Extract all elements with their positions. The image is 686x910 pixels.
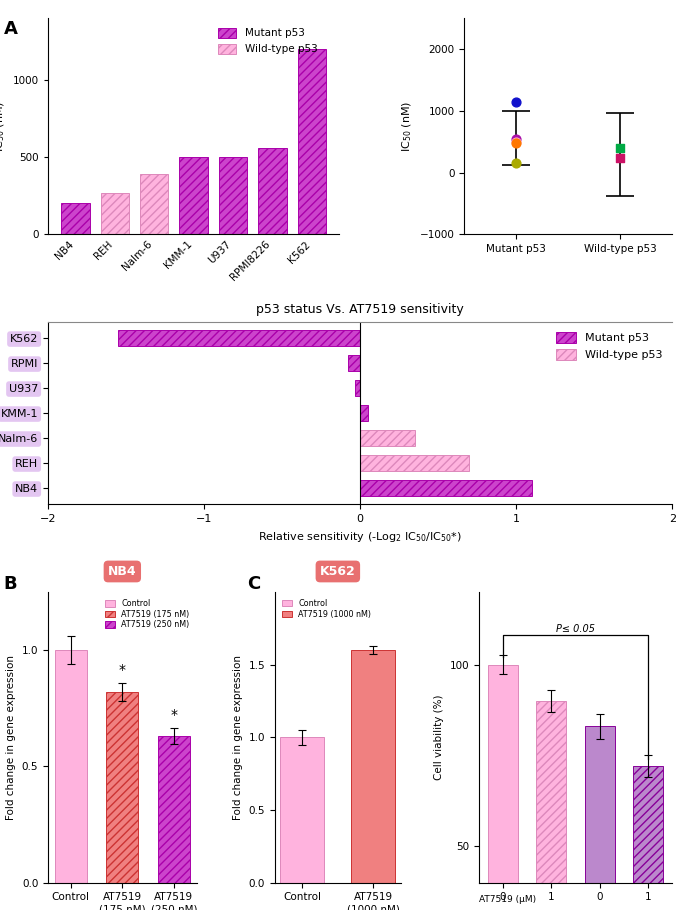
Bar	[355, 380, 360, 396]
Bar	[348, 355, 360, 371]
Text: P≤ 0.05: P≤ 0.05	[556, 623, 595, 633]
Point	[615, 141, 626, 156]
Point	[510, 136, 522, 150]
Bar	[55, 650, 86, 883]
Text: B: B	[3, 575, 17, 593]
Text: *: *	[170, 708, 178, 723]
Text: C: C	[247, 575, 260, 593]
X-axis label: Relative sensitivity (-Log$_2$ IC$_{50}$/IC$_{50}$*): Relative sensitivity (-Log$_2$ IC$_{50}$…	[258, 530, 462, 544]
Text: K562: K562	[320, 565, 356, 578]
Text: AT7519 (μM): AT7519 (μM)	[479, 895, 536, 905]
Bar	[118, 330, 360, 346]
Bar	[281, 737, 324, 883]
Y-axis label: Fold change in gene expression: Fold change in gene expression	[6, 655, 16, 820]
Y-axis label: IC$_{50}$ (nM): IC$_{50}$ (nM)	[401, 101, 414, 152]
Point	[510, 156, 522, 170]
Text: *: *	[119, 662, 126, 677]
Title: p53 status Vs. AT7519 sensitivity: p53 status Vs. AT7519 sensitivity	[257, 303, 464, 317]
Bar	[536, 701, 567, 910]
Bar	[180, 157, 208, 234]
Bar	[360, 480, 532, 496]
Bar	[140, 174, 169, 234]
Y-axis label: Cell viability (%): Cell viability (%)	[434, 694, 444, 780]
Bar	[106, 692, 139, 883]
Y-axis label: Fold change in gene expression: Fold change in gene expression	[233, 655, 243, 820]
Text: A: A	[3, 20, 17, 38]
Point	[510, 135, 522, 149]
Bar	[360, 405, 368, 421]
Point	[615, 151, 626, 166]
Bar	[360, 430, 415, 446]
Bar	[360, 455, 469, 471]
Text: NB4: NB4	[108, 565, 137, 578]
Legend: Control, AT7519 (175 nM), AT7519 (250 nM): Control, AT7519 (175 nM), AT7519 (250 nM…	[102, 596, 193, 632]
Bar	[585, 726, 615, 910]
Bar	[219, 157, 247, 234]
Legend: Mutant p53, Wild-type p53: Mutant p53, Wild-type p53	[213, 24, 322, 58]
Bar	[101, 193, 129, 234]
Point	[510, 95, 522, 109]
Y-axis label: IC$_{50}$ (nM): IC$_{50}$ (nM)	[0, 101, 8, 152]
Bar	[158, 736, 190, 883]
Bar	[298, 49, 326, 234]
Point	[510, 131, 522, 146]
Bar	[259, 147, 287, 234]
Legend: K562, RPMI8226, U937, KMM-1, NB4, Nalm-6, REH: K562, RPMI8226, U937, KMM-1, NB4, Nalm-6…	[681, 23, 686, 116]
Bar	[351, 650, 395, 883]
Legend: Control, AT7519 (1000 nM): Control, AT7519 (1000 nM)	[279, 596, 375, 622]
Legend: Mutant p53, Wild-type p53: Mutant p53, Wild-type p53	[552, 328, 667, 365]
Bar	[61, 204, 90, 234]
Bar	[488, 664, 518, 910]
Bar	[633, 766, 663, 910]
